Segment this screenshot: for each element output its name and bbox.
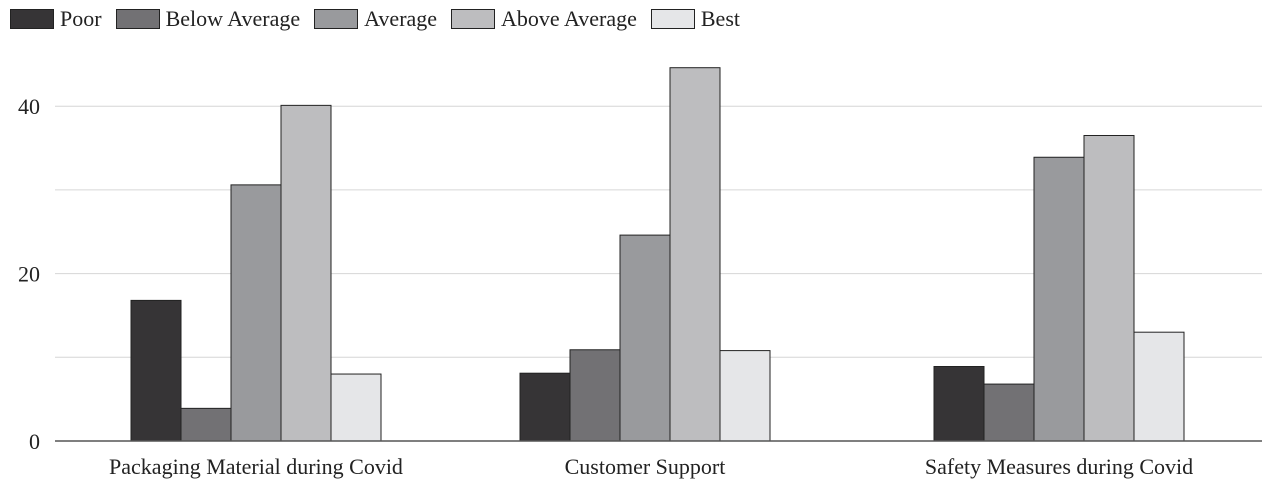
legend-label: Poor [60, 6, 102, 31]
legend-swatch [115, 9, 160, 29]
bar [1033, 156, 1085, 442]
y-tick-label: 0 [29, 429, 40, 454]
category-label: Customer Support [565, 454, 726, 479]
bar [619, 234, 671, 442]
bar [933, 366, 985, 442]
legend-item: Above Average [451, 6, 637, 32]
bar [230, 184, 282, 442]
bar [1133, 331, 1185, 442]
bar [330, 373, 382, 442]
legend-item: Below Average [115, 6, 301, 32]
legend-swatch [451, 9, 496, 29]
y-tick-label: 40 [18, 94, 40, 119]
legend-swatch [10, 9, 54, 29]
legend-label: Best [700, 6, 740, 31]
bar [180, 407, 232, 442]
category-label: Safety Measures during Covid [925, 454, 1193, 479]
bar [569, 349, 621, 442]
legend-item: Average [314, 6, 437, 32]
bar [719, 350, 771, 442]
chart-legend: Poor Below Average Average Above Average Bes… [10, 6, 754, 32]
legend-item: Poor [10, 6, 102, 32]
bar [519, 372, 571, 442]
bar [669, 67, 721, 442]
legend-swatch [650, 9, 695, 29]
bar [1083, 134, 1135, 442]
bar [280, 104, 332, 442]
bar [983, 383, 1035, 442]
legend-label: Average [364, 6, 438, 31]
y-tick-label: 20 [18, 262, 40, 287]
category-label: Packaging Material during Covid [109, 454, 403, 479]
bar [130, 299, 182, 442]
legend-item: Best [650, 6, 740, 32]
legend-label: Below Average [165, 6, 301, 31]
legend-label: Above Average [501, 6, 637, 31]
legend-swatch [314, 9, 359, 29]
